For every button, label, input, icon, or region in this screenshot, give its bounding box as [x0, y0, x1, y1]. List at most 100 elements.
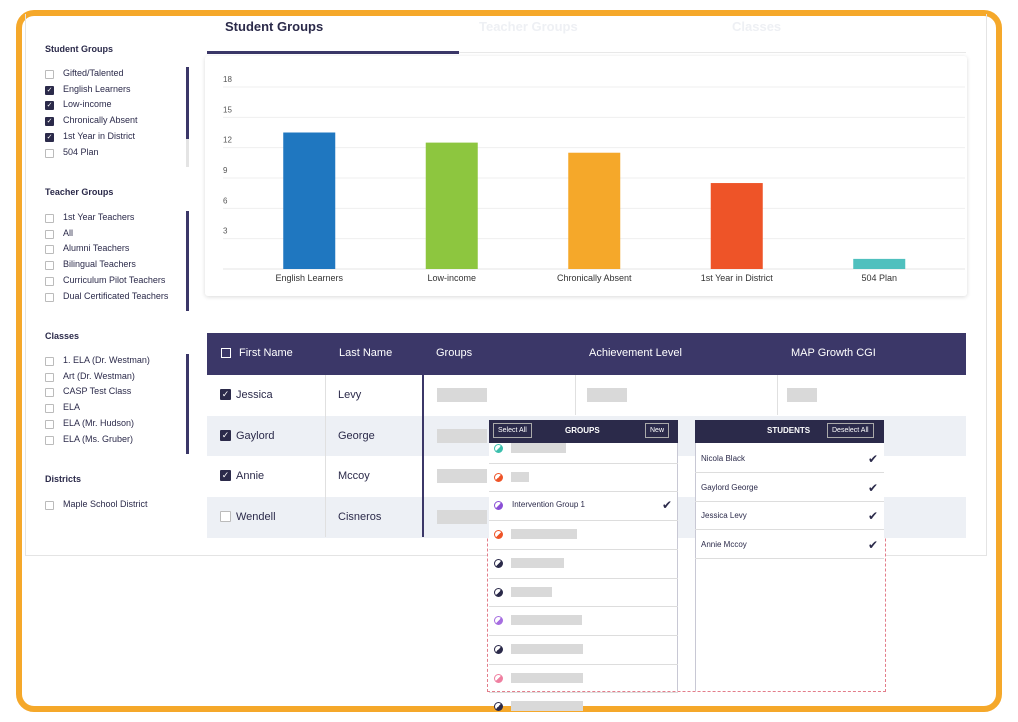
- row-divider: [489, 692, 678, 694]
- frame: [16, 10, 1002, 712]
- scroll-thumb: [186, 354, 189, 454]
- option-label: 1st Year Teachers: [63, 212, 135, 222]
- checkbox: [45, 229, 54, 239]
- checkbox: [45, 70, 54, 79]
- option-label: Low-income: [63, 99, 112, 110]
- checkbox: [221, 348, 231, 358]
- option-label: Curriculum Pilot Teachers: [63, 274, 166, 285]
- group-icon: [494, 530, 503, 540]
- row-divider: [489, 548, 678, 550]
- group-icon: [494, 644, 503, 654]
- tab-underline: [207, 51, 459, 54]
- placeholder: [587, 388, 627, 402]
- column-header: MAP Growth CGI: [791, 347, 876, 359]
- row-divider: [695, 472, 884, 473]
- tab: Classes: [732, 19, 782, 34]
- last-name: George: [338, 429, 375, 442]
- placeholder: [511, 643, 583, 654]
- student-name: Jessica Levy: [701, 511, 747, 521]
- checkbox: ✓: [220, 389, 231, 400]
- first-name: Jessica: [236, 389, 273, 401]
- tab: Student Groups: [225, 19, 324, 34]
- first-name: Annie: [236, 470, 265, 482]
- y-tick-label: 15: [223, 105, 232, 114]
- button[interactable]: Deselect All: [827, 423, 874, 438]
- check: ✔: [868, 480, 879, 495]
- placeholder: [511, 586, 552, 597]
- row-divider: [489, 491, 678, 493]
- option-label: English Learners: [63, 83, 131, 94]
- x-tick-label: Chronically Absent: [557, 273, 632, 283]
- column-divider: [325, 375, 326, 537]
- checkbox: ✓: [45, 85, 54, 95]
- option-label: 504 Plan: [63, 146, 99, 157]
- group-icon: [494, 501, 503, 511]
- option-label: ELA: [63, 402, 81, 413]
- checkbox: [45, 148, 54, 158]
- placeholder: [437, 428, 487, 443]
- placeholder: [437, 469, 487, 483]
- y-tick-label: 18: [223, 75, 232, 84]
- group-icon: [494, 558, 503, 568]
- y-tick-label: 3: [223, 227, 228, 236]
- first-name: Wendell: [236, 510, 276, 523]
- checkbox: [45, 214, 54, 223]
- group-icon: [494, 587, 503, 597]
- group-icon: [494, 444, 503, 453]
- placeholder: [511, 443, 566, 453]
- row-divider: [489, 663, 678, 665]
- table-header: [207, 333, 966, 375]
- check: ✔: [868, 538, 879, 553]
- student-name: Annie Mccoy: [701, 540, 747, 550]
- student-name: Gaylord George: [701, 482, 758, 492]
- section-title: Teacher Groups: [45, 187, 114, 197]
- group-icon: [494, 673, 503, 683]
- row-divider: [489, 520, 678, 522]
- check: ✔: [868, 509, 879, 524]
- checkbox: ✓: [45, 101, 54, 111]
- checkbox: ✓: [220, 470, 231, 481]
- column-divider: [575, 375, 576, 415]
- row-divider: [695, 500, 884, 502]
- option-label: CASP Test Class: [63, 386, 132, 397]
- bar: [283, 132, 336, 269]
- bar: [853, 258, 906, 269]
- column-divider: [422, 375, 424, 537]
- checkbox: [45, 276, 54, 286]
- checkbox: [45, 404, 54, 414]
- row-divider: [489, 577, 678, 579]
- group-icon: [494, 702, 503, 712]
- option-label: ELA (Mr. Hudson): [63, 417, 135, 428]
- checkbox: ✓: [45, 117, 54, 127]
- section-title: Districts: [45, 474, 82, 484]
- student-name: Nicola Black: [701, 454, 746, 463]
- x-tick-label: 1st Year in District: [701, 273, 774, 283]
- button[interactable]: New: [645, 423, 670, 438]
- scroll-thumb: [186, 67, 189, 139]
- panel-title: STUDENTS: [767, 426, 811, 435]
- checkbox: [45, 261, 54, 271]
- row-divider: [489, 606, 678, 608]
- tab: Teacher Groups: [479, 19, 578, 34]
- bar: [710, 183, 763, 269]
- placeholder: [511, 557, 564, 568]
- column-header: Groups: [436, 347, 473, 359]
- option-label: Art (Dr. Westman): [63, 370, 135, 381]
- x-tick-label: English Learners: [275, 273, 343, 283]
- option-label: 1. ELA (Dr. Westman): [63, 355, 150, 365]
- group-label: Intervention Group 1: [512, 500, 585, 510]
- last-name: Cisneros: [338, 510, 382, 523]
- checkbox: [45, 292, 54, 302]
- y-tick-label: 6: [223, 196, 228, 205]
- tab-divider: [459, 52, 966, 53]
- row-divider: [489, 462, 678, 464]
- checkbox: [45, 357, 54, 366]
- column-divider: [777, 375, 778, 415]
- button[interactable]: Select All: [493, 423, 532, 438]
- first-name: Gaylord: [236, 429, 275, 442]
- placeholder: [511, 615, 582, 626]
- y-tick-label: 12: [223, 136, 232, 145]
- table-row: [207, 375, 966, 416]
- group-icon: [494, 616, 503, 626]
- column-header: Achievement Level: [589, 347, 682, 359]
